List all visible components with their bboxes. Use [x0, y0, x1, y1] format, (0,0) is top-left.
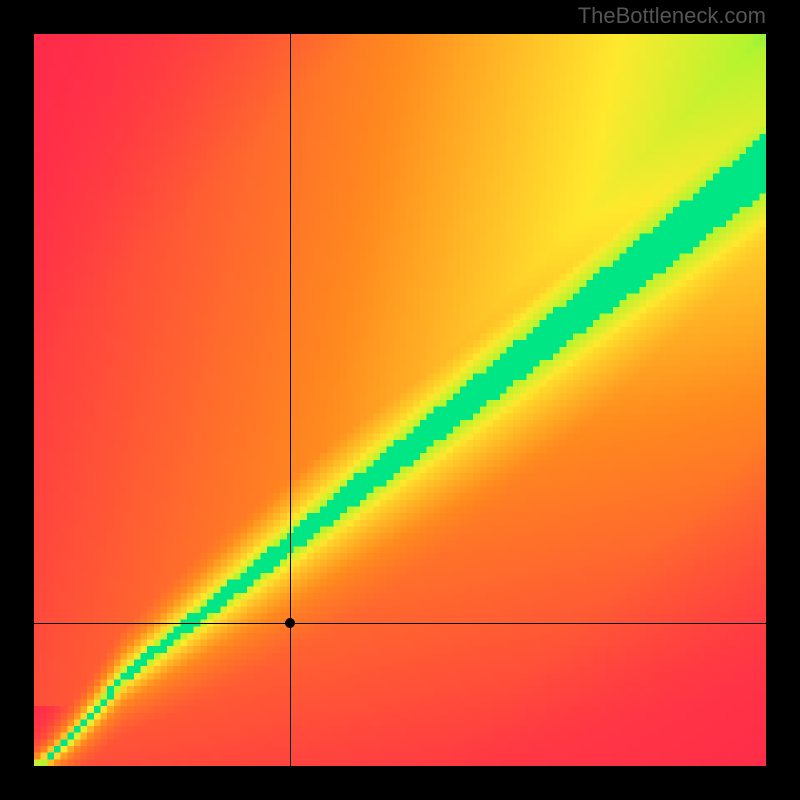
- watermark-text: TheBottleneck.com: [578, 3, 766, 29]
- chart-container: TheBottleneck.com: [0, 0, 800, 800]
- crosshair-horizontal: [34, 623, 766, 624]
- crosshair-vertical: [290, 34, 291, 766]
- bottleneck-heatmap: [34, 34, 766, 766]
